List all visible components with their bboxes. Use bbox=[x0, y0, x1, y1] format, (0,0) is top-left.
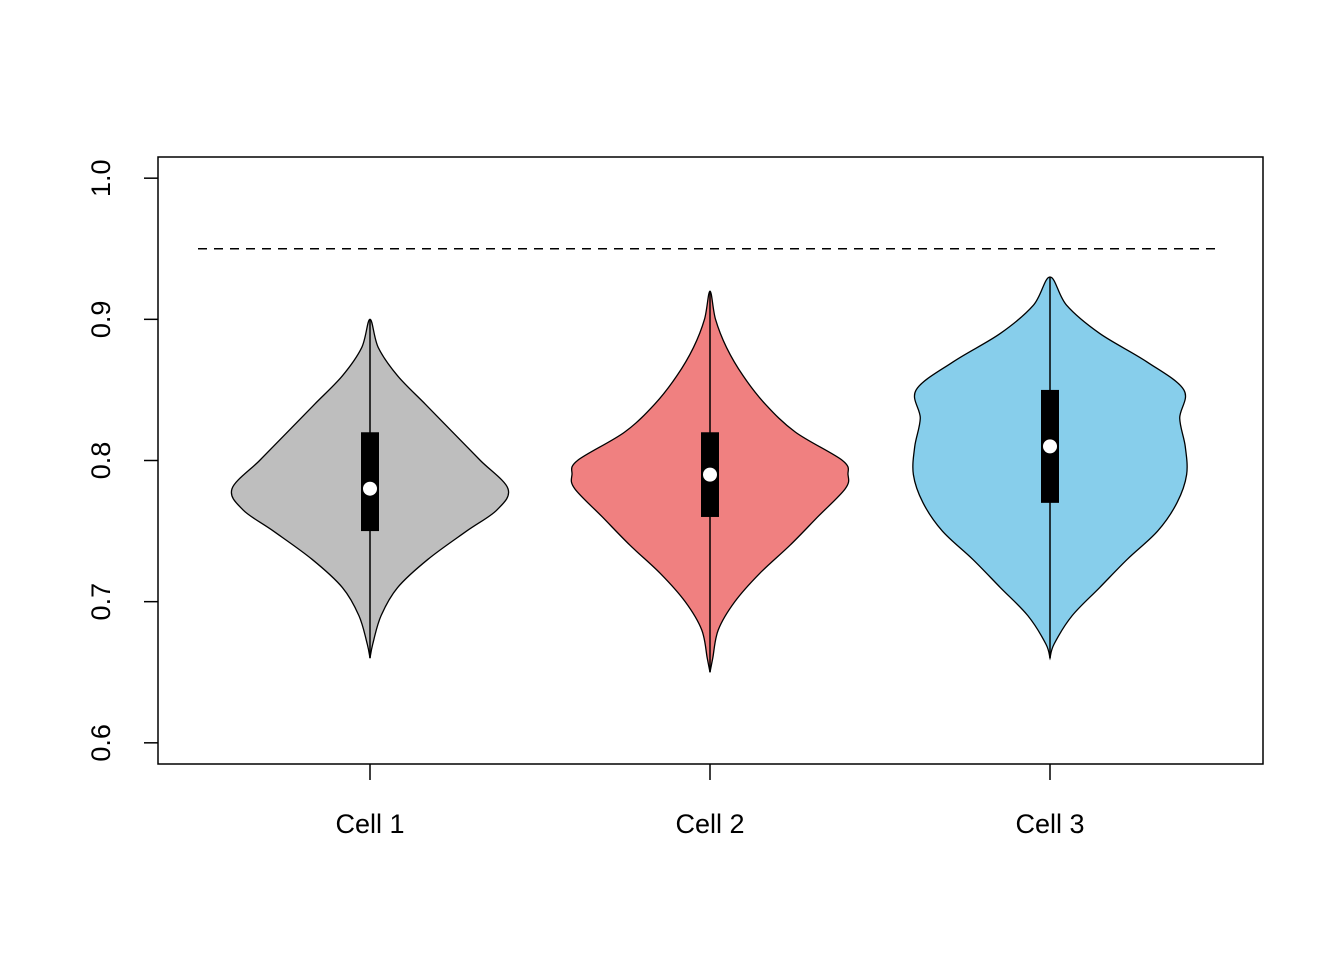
x-tick-label-2: Cell 2 bbox=[675, 809, 744, 839]
x-tick-label-1: Cell 1 bbox=[335, 809, 404, 839]
y-tick-label: 0.9 bbox=[86, 301, 116, 339]
violin-1-median-point bbox=[363, 481, 377, 496]
y-tick-label: 0.8 bbox=[86, 442, 116, 480]
x-tick-label-3: Cell 3 bbox=[1015, 809, 1084, 839]
y-tick-label: 0.7 bbox=[86, 583, 116, 621]
y-tick-label: 0.6 bbox=[86, 724, 116, 762]
violin-1-iqr-box bbox=[361, 432, 379, 532]
y-tick-label: 1.0 bbox=[86, 159, 116, 197]
violin-2-median-point bbox=[703, 467, 717, 482]
violin-3-median-point bbox=[1043, 439, 1057, 454]
